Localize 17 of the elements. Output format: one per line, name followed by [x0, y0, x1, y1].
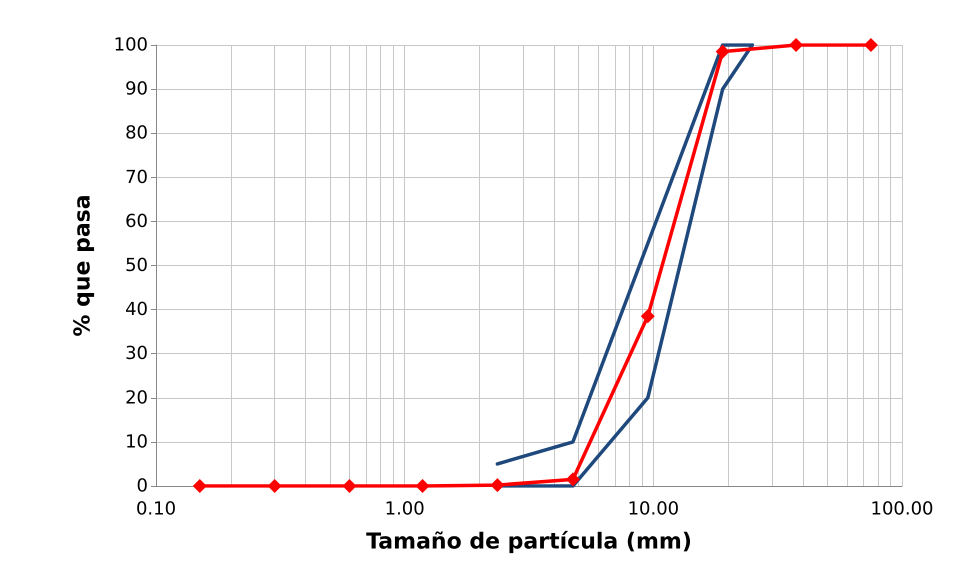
y-tick-label: 60: [125, 210, 148, 232]
x-tick-label: 10.00: [628, 498, 680, 520]
y-tick-label: 90: [125, 78, 148, 100]
y-tick-label: 0: [136, 476, 148, 496]
y-tick-label: 30: [125, 343, 148, 364]
x-tick-label: 1.00: [384, 498, 425, 520]
y-axis-title: % que pasa: [70, 194, 96, 337]
y-tick-label: 100: [114, 34, 148, 56]
x-axis-title: Tamaño de partícula (mm): [366, 530, 692, 554]
y-tick-label: 10: [125, 431, 148, 452]
y-tick-label: 20: [125, 387, 148, 408]
x-tick-label: 0.10: [136, 498, 176, 520]
y-tick-label: 40: [125, 299, 148, 320]
y-tick-label: 80: [125, 122, 148, 144]
x-tick-label: 100.00: [870, 498, 934, 520]
y-tick-label: 70: [125, 166, 148, 188]
y-tick-label: 50: [125, 255, 148, 276]
